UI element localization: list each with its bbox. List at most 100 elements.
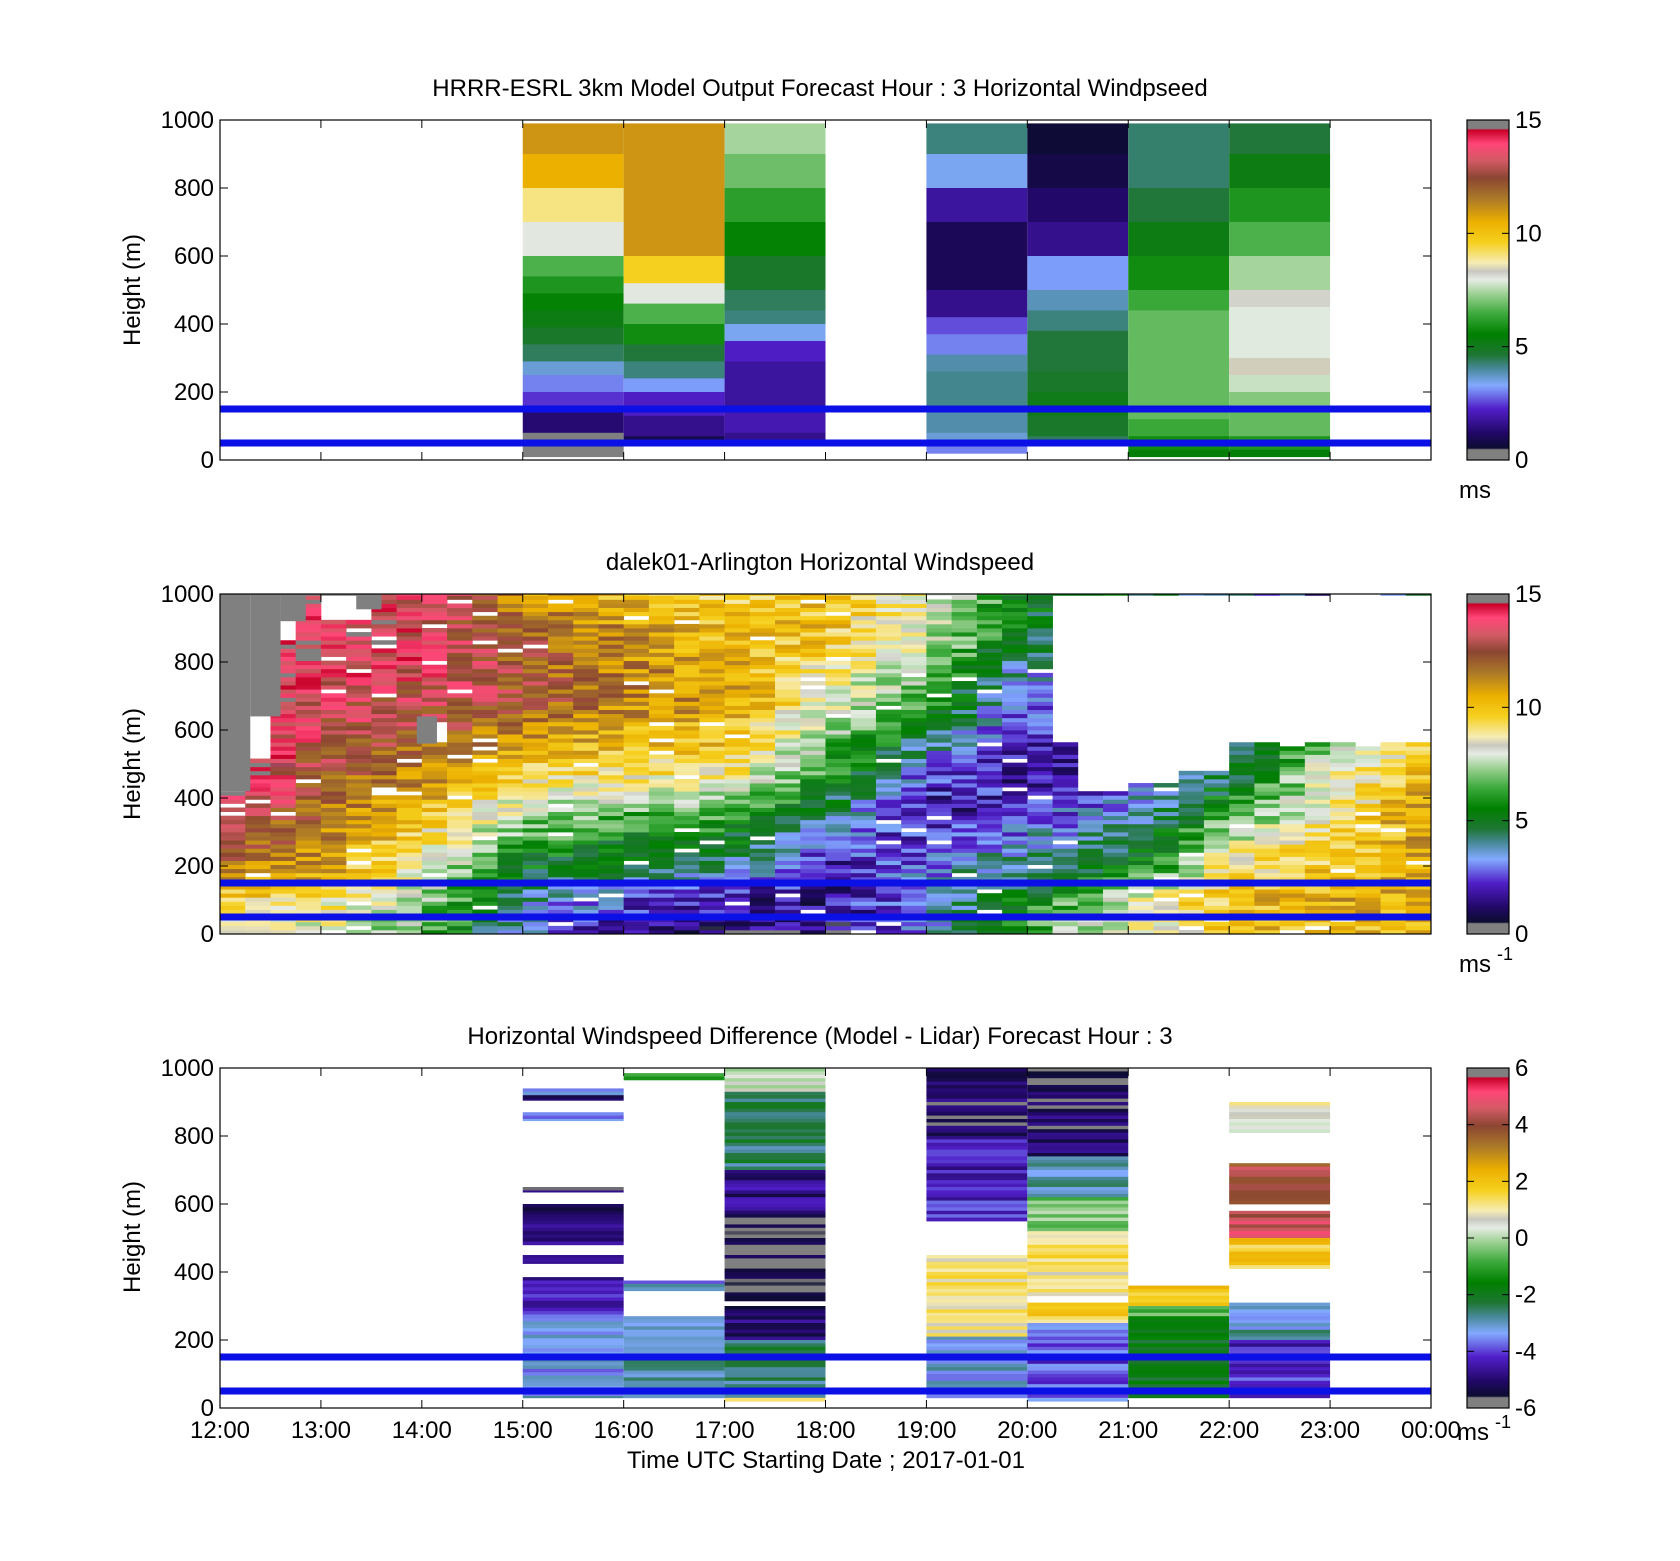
heatmap-cell [522, 738, 549, 743]
heatmap-cell [447, 725, 473, 731]
heatmap-cell [1330, 832, 1356, 837]
heatmap-cell [447, 783, 473, 788]
heatmap-cell [901, 811, 927, 817]
heatmap-cell [346, 640, 372, 645]
heatmap-cell [421, 644, 448, 649]
heatmap-cell [623, 709, 650, 715]
heatmap-cell [1027, 897, 1053, 902]
heatmap-cell [901, 770, 927, 776]
heatmap-cell [295, 762, 322, 768]
heatmap-cell [1002, 607, 1028, 613]
heatmap-cell [1128, 836, 1154, 841]
heatmap-cell [220, 872, 246, 878]
heatmap-cell [371, 709, 398, 715]
heatmap-cell [320, 774, 347, 780]
heatmap-cell [320, 840, 347, 845]
heatmap-cell [1380, 770, 1407, 776]
heatmap-cell [320, 791, 347, 796]
heatmap-cell [875, 803, 902, 808]
heatmap-cell [295, 766, 322, 772]
heatmap-cell [320, 640, 347, 645]
heatmap-cell [850, 905, 877, 910]
heatmap-cell [850, 689, 877, 694]
heatmap-cell [497, 795, 524, 800]
heatmap-cell [421, 676, 448, 682]
heatmap-cell [1128, 1370, 1230, 1375]
heatmap-cell [951, 595, 978, 600]
heatmap-cell [320, 660, 347, 666]
heatmap-cell [623, 1336, 725, 1341]
heatmap-cell [1153, 836, 1180, 841]
heatmap-cell [447, 623, 473, 629]
heatmap-cell [674, 893, 700, 898]
heatmap-cell [724, 754, 751, 759]
heatmap-cell [573, 803, 599, 808]
heatmap-cell [674, 897, 700, 902]
heatmap-cell [1279, 795, 1306, 800]
heatmap-cell [1178, 594, 1205, 596]
heatmap-cell [724, 1333, 826, 1337]
heatmap-cell [901, 644, 927, 649]
heatmap-cell [875, 742, 902, 747]
heatmap-cell [346, 799, 372, 804]
heatmap-cell [295, 701, 322, 706]
heatmap-cell [447, 656, 473, 662]
heatmap-cell [1002, 909, 1028, 914]
heatmap-cell [598, 599, 625, 604]
heatmap-cell [674, 611, 700, 617]
heatmap-cell [623, 652, 650, 657]
heatmap-cell [875, 599, 902, 604]
heatmap-cell [926, 1102, 1028, 1106]
heatmap-cell [850, 623, 877, 629]
heatmap-cell [749, 611, 776, 617]
heatmap-cell [1178, 778, 1205, 784]
heatmap-cell [1405, 921, 1431, 927]
heatmap-cell [472, 701, 498, 706]
heatmap-cell [699, 717, 725, 723]
heatmap-cell [270, 709, 297, 715]
heatmap-cell [674, 701, 700, 706]
heatmap-cell [825, 844, 852, 849]
heatmap-cell [1203, 791, 1230, 796]
heatmap-cell [1229, 783, 1255, 788]
heatmap-cell [1027, 1078, 1129, 1082]
heatmap-cell [421, 815, 448, 821]
heatmap-cell [1304, 778, 1331, 784]
heatmap-cell [270, 648, 297, 653]
heatmap-cell [421, 876, 448, 882]
heatmap-cell [522, 594, 549, 596]
heatmap-cell [371, 754, 398, 759]
heatmap-cell [1380, 795, 1407, 800]
heatmap-cell [421, 897, 448, 902]
heatmap-cell [648, 774, 675, 780]
heatmap-cell [976, 905, 1003, 910]
heatmap-cell [598, 876, 625, 882]
heatmap-cell [1002, 701, 1028, 706]
heatmap-cell [1229, 774, 1255, 780]
heatmap-cell [547, 734, 574, 739]
heatmap-cell [1027, 832, 1053, 837]
heatmap-cell [976, 632, 1003, 637]
heatmap-cell [497, 909, 524, 914]
heatmap-cell [371, 795, 398, 800]
heatmap-cell [1229, 889, 1255, 894]
heatmap-cell [825, 701, 852, 706]
heatmap-cell [1330, 840, 1356, 845]
heatmap-cell [1052, 762, 1079, 768]
heatmap-cell [1027, 1197, 1129, 1201]
heatmap-cell [1380, 774, 1407, 780]
y-tick-label: 400 [174, 785, 214, 812]
heatmap-cell [724, 1180, 826, 1184]
heatmap-cell [724, 668, 751, 674]
heatmap-cell [951, 725, 978, 731]
heatmap-cell [1279, 827, 1306, 833]
heatmap-cell [724, 832, 751, 837]
heatmap-cell [547, 836, 574, 841]
heatmap-cell [497, 848, 524, 853]
heatmap-cell [1027, 901, 1053, 906]
heatmap-cell [926, 1343, 1028, 1348]
heatmap-cell [850, 681, 877, 686]
heatmap-cell [623, 836, 650, 841]
heatmap-cell [1002, 885, 1028, 890]
heatmap-cell [901, 815, 927, 821]
